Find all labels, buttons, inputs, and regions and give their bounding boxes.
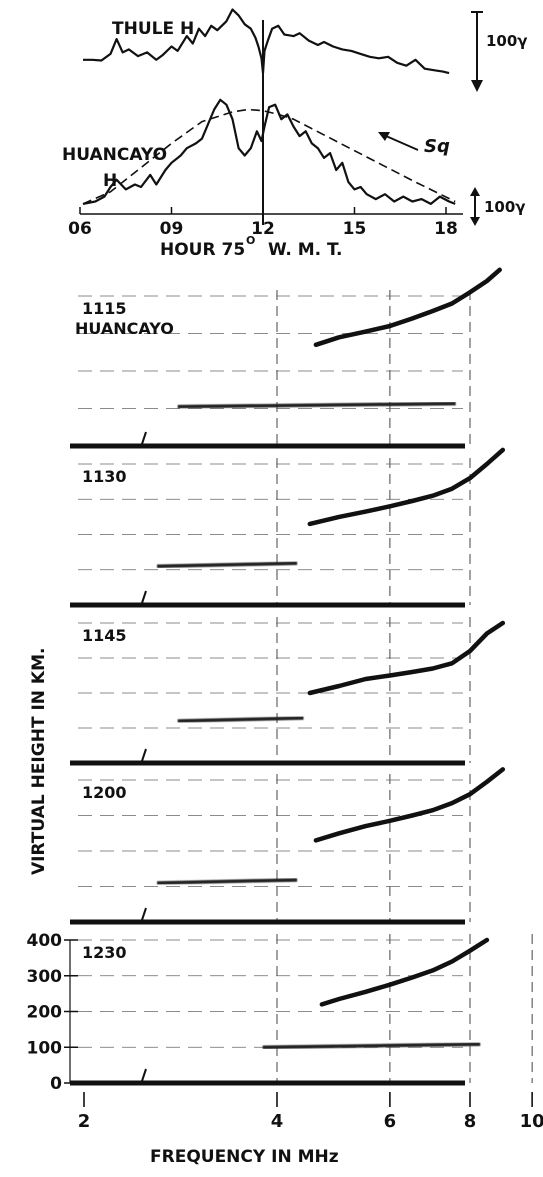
hour-tick-label-09: 09 — [160, 219, 184, 239]
frequency-tick-label-10: 10 — [520, 1111, 543, 1132]
sq-arrow — [385, 135, 419, 151]
frequency-tick-label-8: 8 — [464, 1111, 477, 1132]
height-axis-ticks: 0 100 200 300 400 — [27, 931, 78, 1094]
hour-axis-label-main: HOUR 75 — [160, 240, 245, 260]
frame-time-1145: 1145 — [82, 626, 127, 645]
huancayo-h-label: H — [103, 171, 117, 191]
scale-bar-huancayo: 100γ — [470, 187, 526, 226]
f-layer-trace-1145 — [307, 620, 506, 696]
f-layer-trace-1230 — [319, 937, 490, 1007]
hour-tick-label-18: 18 — [434, 219, 458, 239]
hour-axis-ticks: 06 09 12 15 18 — [68, 207, 458, 239]
height-tick-label-400: 400 — [27, 931, 63, 951]
scale-bar-huancayo-label: 100γ — [484, 198, 526, 216]
ionogram-panel: 1115 1130 1145 1200 1230 0 100 200 300 400 2 4 6 8 1… — [27, 267, 543, 1167]
frame-time-1230: 1230 — [82, 943, 127, 962]
f-layer-trace-1200 — [313, 767, 506, 843]
hour-axis-label-tail: W. M. T. — [268, 240, 343, 260]
station-label: HUANCAYO — [75, 319, 174, 338]
height-tick-label-100: 100 — [27, 1038, 63, 1058]
hour-axis-label: HOUR 75 O W. M. T. — [160, 234, 343, 260]
es-echo-1230 — [262, 1042, 481, 1049]
series-thule-h-line — [83, 8, 450, 75]
es-echo-1115 — [177, 401, 456, 409]
es-echo-1145 — [177, 716, 304, 723]
hour-tick-label-12: 12 — [251, 219, 275, 239]
height-axis-title: VIRTUAL HEIGHT IN KM. — [29, 648, 49, 875]
ground-spike-1130 — [141, 590, 147, 604]
height-tick-label-0: 0 — [50, 1074, 62, 1094]
ionogram-frames: 1115 1130 1145 1200 1230 — [70, 267, 506, 1086]
ground-spike-1145 — [141, 748, 147, 762]
sq-label: Sq — [424, 136, 450, 157]
series-huancayo-h-line — [82, 98, 456, 205]
frequency-axis-ticks: 24681012 — [78, 1092, 543, 1132]
thule-label: THULE H — [112, 19, 194, 39]
ionogram-grid — [78, 290, 533, 1083]
hour-axis-label-super: O — [246, 234, 255, 247]
hour-tick-label-15: 15 — [343, 219, 367, 239]
es-echo-1130 — [157, 561, 298, 568]
frequency-axis-title: FREQUENCY IN MHz — [150, 1147, 339, 1167]
ground-spike-1200 — [141, 907, 147, 921]
f-layer-trace-1130 — [307, 447, 506, 527]
frequency-tick-label-6: 6 — [384, 1111, 397, 1132]
sq-arrow-head — [378, 132, 390, 141]
frame-time-1130: 1130 — [82, 467, 127, 486]
scale-bar-thule-label: 100γ — [486, 32, 528, 50]
scale-bar-thule: 100γ — [471, 11, 528, 92]
magnetogram-series — [82, 8, 456, 205]
frame-time-1115: 1115 — [82, 299, 127, 318]
hour-tick-label-06: 06 — [68, 219, 92, 239]
ground-spike-1230 — [141, 1068, 147, 1082]
es-echo-1200 — [157, 878, 298, 885]
frequency-tick-label-4: 4 — [271, 1111, 284, 1132]
f-layer-trace-1115 — [313, 267, 502, 348]
height-tick-label-200: 200 — [27, 1003, 63, 1023]
huancayo-label: HUANCAYO — [62, 145, 167, 165]
height-tick-label-300: 300 — [27, 967, 63, 987]
frame-time-1200: 1200 — [82, 783, 127, 802]
ground-spike-1115 — [141, 431, 147, 445]
magnetogram-panel: THULE H HUANCAYO H Sq 100γ 100γ 06 09 12 15… — [62, 8, 528, 260]
frequency-tick-label-2: 2 — [78, 1111, 91, 1132]
